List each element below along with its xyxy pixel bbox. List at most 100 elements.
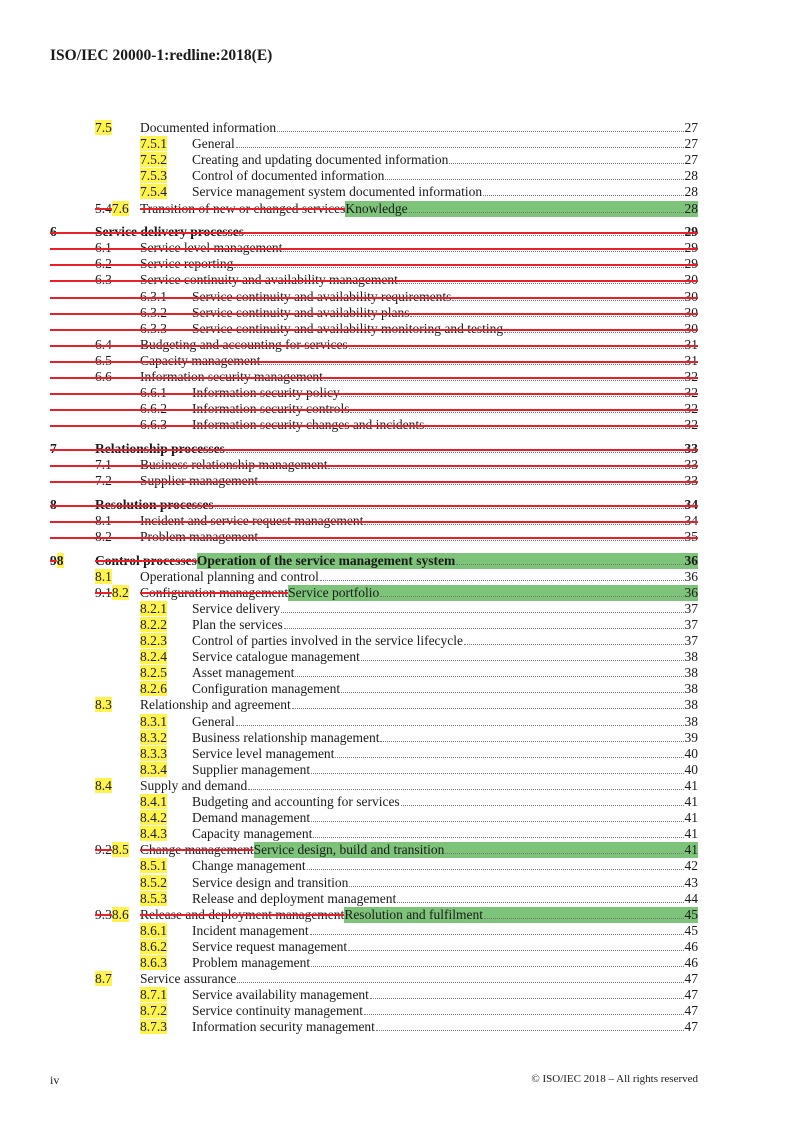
- toc-entry[interactable]: 6.5 Capacity management 31: [50, 353, 698, 369]
- toc-entry[interactable]: 7.1 Business relationship management 33: [50, 457, 698, 473]
- section-title: Service availability management: [192, 987, 369, 1003]
- toc-entry[interactable]: 6.3.2 Service continuity and availability…: [50, 305, 698, 321]
- entry-title-line: Release and deployment management 44: [192, 891, 698, 907]
- toc-entry[interactable]: 8.2.2 Plan the services 37: [50, 616, 698, 633]
- toc-entry[interactable]: 8.6.3 Problem management 46: [50, 955, 698, 971]
- toc-entry[interactable]: 8.4.3 Capacity management 41: [50, 826, 698, 842]
- dot-leader: [425, 427, 684, 430]
- page-ref: 38: [684, 649, 699, 665]
- section-number: 8.2: [111, 584, 129, 600]
- toc-entry[interactable]: 6.1 Service level management 29: [50, 240, 698, 256]
- entry-title-line: Budgeting and accounting for services 41: [192, 794, 698, 810]
- toc-entry[interactable]: 7.5.1 General 27: [50, 136, 698, 152]
- toc-entry[interactable]: 6.3.3 Service continuity and availability…: [50, 321, 698, 337]
- toc-entry[interactable]: 6.6 Information security management 32: [50, 369, 698, 385]
- toc-entry[interactable]: 8.2.1 Service delivery 37: [50, 600, 698, 617]
- page-ref: 27: [684, 152, 699, 168]
- toc-entry[interactable]: 7.5 Documented information 27: [50, 120, 698, 136]
- entry-title-line: Capacity management 31: [140, 353, 698, 369]
- toc-entry[interactable]: 8.4 Supply and demand 41: [50, 777, 698, 794]
- toc-entry[interactable]: 5.47.6 Transition of new or changed servi…: [50, 200, 698, 217]
- section-title: Control of documented information: [192, 168, 385, 184]
- toc-entry[interactable]: 8.2.3 Control of parties involved in the …: [50, 633, 698, 649]
- toc-entry[interactable]: 7 Relationship processes 33: [50, 441, 698, 457]
- entry-title-line: Problem management 46: [192, 955, 698, 971]
- section-number: 8.1: [95, 568, 112, 584]
- page-ref: 42: [684, 858, 699, 874]
- entry-title-line: Information security management 32: [140, 369, 698, 385]
- toc-entry[interactable]: 8.3.4 Supplier management 40: [50, 761, 698, 778]
- toc-entry[interactable]: 7.5.3 Control of documented information 28: [50, 168, 698, 184]
- toc-entry[interactable]: 8 Resolution processes 34: [50, 497, 698, 513]
- toc-entry[interactable]: 8.3.1 General 38: [50, 713, 698, 730]
- toc-entry[interactable]: 8.2.5 Asset management 38: [50, 665, 698, 681]
- toc-entry[interactable]: 8.4.2 Demand management 41: [50, 810, 698, 826]
- deleted-section-title: Configuration management: [140, 584, 289, 600]
- toc-entry[interactable]: 8.5.2 Service design and transition 43: [50, 874, 698, 891]
- dot-leader: [456, 563, 684, 565]
- toc-entry[interactable]: 8.7.3 Information security management 47: [50, 1019, 698, 1035]
- toc-entry[interactable]: 6 Service delivery processes 29: [50, 224, 698, 240]
- page-ref: 28: [684, 184, 699, 200]
- dot-leader: [311, 772, 684, 774]
- toc-entry[interactable]: 8.2.4 Service catalogue management 38: [50, 649, 698, 665]
- section-number: 8.7.1: [140, 987, 167, 1003]
- toc-entry[interactable]: 6.6.1 Information security policy 32: [50, 385, 698, 401]
- toc-entry[interactable]: 9.18.2 Configuration management Service po…: [50, 584, 698, 601]
- entry-title-line: Problem management 35: [140, 529, 698, 545]
- deletion-strikethrough: [50, 232, 698, 235]
- section-number: 8.6.2: [140, 938, 167, 954]
- deletion-strikethrough: [50, 377, 698, 379]
- toc-entry[interactable]: 8.3.3 Service level management 40: [50, 745, 698, 762]
- page-number: iv: [50, 1073, 60, 1087]
- toc-entry[interactable]: 8.3.2 Business relationship management 39: [50, 729, 698, 746]
- toc-entry[interactable]: 8.7.1 Service availability management 47: [50, 987, 698, 1003]
- section-number-group: 8.3.2: [140, 729, 167, 746]
- toc-entry[interactable]: 8.5.1 Change management 42: [50, 858, 698, 874]
- section-title: Problem management: [140, 529, 258, 545]
- toc-entry[interactable]: 8.3 Relationship and agreement 38: [50, 697, 698, 713]
- toc-entry[interactable]: 8.1 Incident and service request manageme…: [50, 513, 698, 529]
- entry-title-line: Change management Service design, build a…: [140, 842, 698, 859]
- entry-title-line: Supplier management 33: [140, 473, 698, 489]
- deleted-section-title: Transition of new or changed services: [140, 200, 346, 216]
- toc-entry[interactable]: 8.4.1 Budgeting and accounting for servic…: [50, 794, 698, 810]
- entry-title-line: Budgeting and accounting for services 31: [140, 337, 698, 353]
- section-title: Service continuity and availability plan…: [192, 305, 409, 321]
- page-ref: 38: [684, 681, 699, 697]
- section-title: Service management system documented inf…: [192, 184, 483, 200]
- toc-entry[interactable]: 8.2 Problem management 35: [50, 529, 698, 545]
- toc-entry[interactable]: 7.2 Supplier management 33: [50, 473, 698, 489]
- entry-title-line: General 38: [192, 714, 698, 730]
- toc-entry[interactable]: 8.5.3 Release and deployment management 44: [50, 890, 698, 907]
- section-number-group: 8.5.2: [140, 874, 167, 891]
- toc-entry[interactable]: 6.6.2 Information security controls 32: [50, 401, 698, 417]
- toc-entry[interactable]: 9.28.5 Change management Service design, b…: [50, 842, 698, 859]
- section-title: Service portfolio: [288, 584, 380, 600]
- toc-entry[interactable]: 6.4 Budgeting and accounting for services…: [50, 337, 698, 353]
- toc-entry[interactable]: 6.6.3 Information security changes and in…: [50, 417, 698, 433]
- dot-leader: [335, 756, 684, 758]
- toc-entry[interactable]: 8.6.2 Service request management 46: [50, 938, 698, 955]
- entry-title-line: Information security policy 32: [192, 385, 698, 401]
- toc-entry[interactable]: 8.7 Service assurance 47: [50, 971, 698, 987]
- inserted-title-highlight: Knowledge 28: [345, 200, 698, 217]
- toc-entry[interactable]: 8.2.6 Configuration management 38: [50, 681, 698, 697]
- section-title: Service catalogue management: [192, 649, 360, 665]
- toc-entry[interactable]: 8.1 Operational planning and control 36: [50, 568, 698, 585]
- toc-entry[interactable]: 8.7.2 Service continuity management 47: [50, 1003, 698, 1019]
- entry-title-line: Business relationship management 33: [140, 457, 698, 473]
- toc-entry[interactable]: 9.38.6 Release and deployment management R…: [50, 906, 698, 923]
- section-number-group: 6.1: [95, 240, 112, 256]
- section-title: General: [192, 136, 235, 152]
- toc-entry[interactable]: 6.3 Service continuity and availability m…: [50, 272, 698, 288]
- toc-entry[interactable]: 6.2 Service reporting 29: [50, 256, 698, 272]
- section-title: Information security controls: [192, 401, 349, 417]
- section-number: 8.7: [95, 971, 112, 987]
- toc-entry[interactable]: 98 Control processes Operation of the serv…: [50, 552, 698, 569]
- toc-entry[interactable]: 6.3.1 Service continuity and availability…: [50, 289, 698, 305]
- section-title: Supplier management: [192, 761, 311, 777]
- toc-entry[interactable]: 7.5.4 Service management system documente…: [50, 184, 698, 200]
- toc-entry[interactable]: 7.5.2 Creating and updating documented in…: [50, 152, 698, 168]
- toc-entry[interactable]: 8.6.1 Incident management 45: [50, 922, 698, 939]
